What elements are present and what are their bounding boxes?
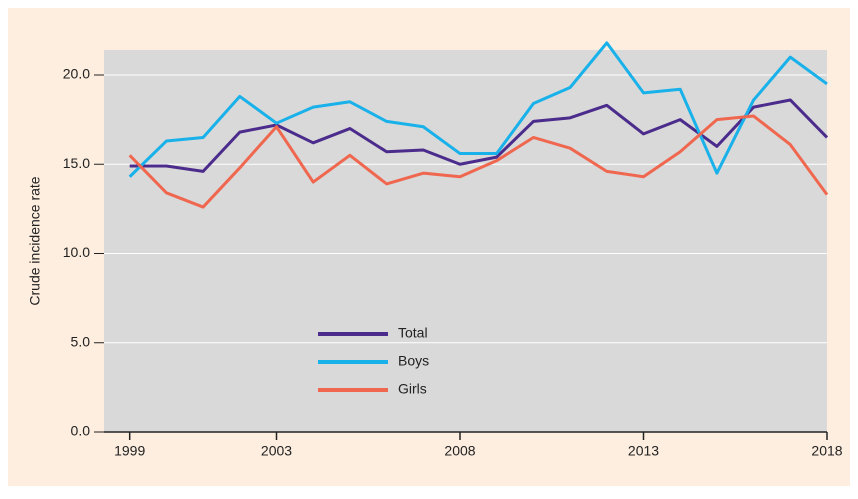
y-tick-label: 0.0 xyxy=(71,423,91,439)
x-tick-label: 2013 xyxy=(628,443,659,459)
x-tick-label: 1999 xyxy=(114,443,145,459)
series-line xyxy=(129,98,829,173)
series-line xyxy=(128,114,829,209)
plot-area xyxy=(104,50,827,432)
legend-label: Total xyxy=(398,325,428,341)
y-tick-label: 5.0 xyxy=(71,333,91,349)
y-tick-label: 15.0 xyxy=(63,155,90,171)
y-axis-label: Crude incidence rate xyxy=(27,176,43,305)
legend-label: Girls xyxy=(398,381,427,397)
y-tick-label: 20.0 xyxy=(63,66,90,82)
y-tick-label: 10.0 xyxy=(63,244,90,260)
legend-label: Boys xyxy=(398,353,429,369)
x-tick-label: 2008 xyxy=(444,443,475,459)
series-line xyxy=(128,41,828,178)
x-tick-label: 2003 xyxy=(261,443,292,459)
x-tick-label: 2018 xyxy=(811,443,842,459)
